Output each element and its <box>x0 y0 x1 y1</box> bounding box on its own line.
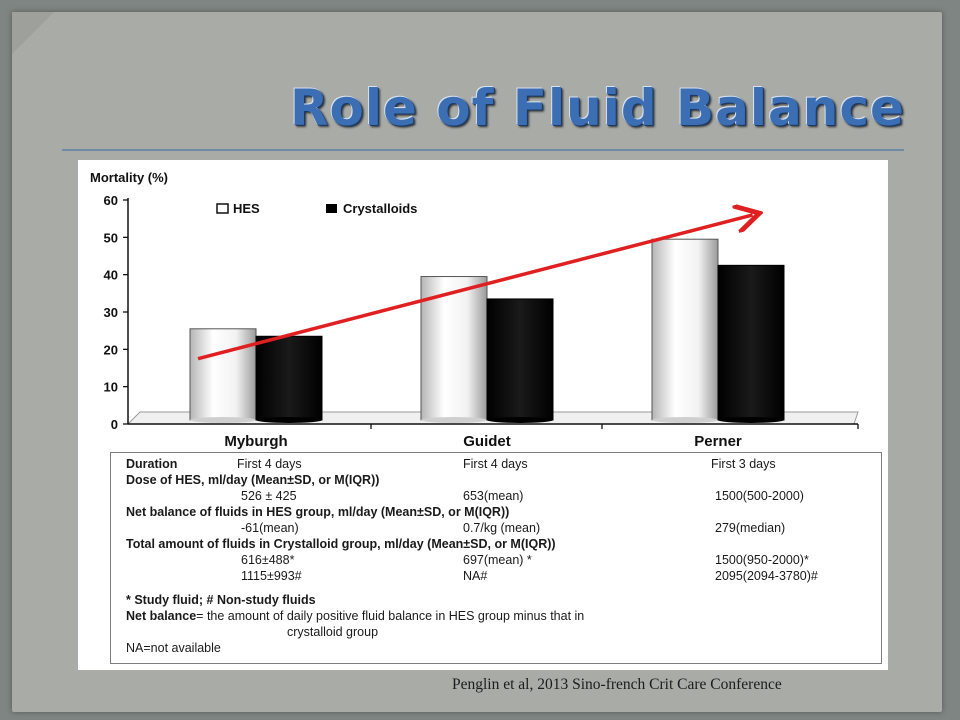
y-tick-label: 60 <box>104 193 118 208</box>
crystalloid-bar-base <box>487 417 553 423</box>
cell-hes-dose-guidet: 653(mean) <box>463 489 524 503</box>
x-category-label: Perner <box>694 433 742 450</box>
legend-crystalloid-swatch <box>326 204 337 213</box>
note-na: NA=not available <box>126 641 221 655</box>
row-label-duration: Duration <box>126 457 178 471</box>
cell-hes-dose-perner: 1500(500-2000) <box>715 489 804 503</box>
crystalloid-bar-base <box>718 417 784 423</box>
y-axis-title: Mortality (%) <box>90 170 168 185</box>
title-divider <box>62 149 904 151</box>
y-tick-label: 0 <box>111 417 118 432</box>
row-label-net-balance: Net balance of fluids in HES group, ml/d… <box>126 505 510 519</box>
slide-title: Role of Fluid Balance <box>290 79 905 137</box>
cell-crystalloid-study-guidet: 697(mean) * <box>463 553 532 567</box>
legend-crystalloid-label: Crystalloids <box>343 201 417 216</box>
x-category-label: Guidet <box>463 433 511 450</box>
source-citation: Penglin et al, 2013 Sino-french Crit Car… <box>452 676 782 693</box>
note-net-balance-definition: = the amount of daily positive fluid bal… <box>196 609 585 623</box>
y-tick-label: 20 <box>104 342 118 357</box>
y-tick-label: 40 <box>104 268 118 283</box>
crystalloid-bar-base <box>256 417 322 423</box>
crystalloid-bar <box>717 264 785 421</box>
cell-duration-guidet: First 4 days <box>463 457 528 471</box>
hes-bar-base <box>190 417 256 423</box>
cell-net-balance-myburgh: -61(mean) <box>241 521 299 535</box>
note-net-balance-term: Net balance <box>126 609 197 623</box>
mortality-bar-chart: Mortality (%) 0 10 20 30 40 50 60 Myburgh Guidet P… <box>90 170 859 450</box>
hes-bar <box>189 328 257 421</box>
row-label-crystalloid-total: Total amount of fluids in Crystalloid gr… <box>126 537 556 551</box>
cell-crystalloid-study-myburgh: 616±488* <box>241 553 295 567</box>
cell-crystalloid-nonstudy-perner: 2095(2094-3780)# <box>715 569 818 583</box>
cell-crystalloid-study-perner: 1500(950-2000)* <box>715 553 809 567</box>
y-tick-label: 10 <box>104 380 118 395</box>
cell-hes-dose-myburgh: 526 ± 425 <box>241 489 297 503</box>
x-category-label: Myburgh <box>224 433 287 450</box>
note-net-balance-cont: crystalloid group <box>287 625 379 639</box>
cell-net-balance-perner: 279(median) <box>715 521 786 535</box>
cell-crystalloid-nonstudy-myburgh: 1115±993# <box>241 569 302 583</box>
hes-bar-base <box>652 417 718 423</box>
row-label-hes-dose: Dose of HES, ml/day (Mean±SD, or M(IQR)) <box>126 473 380 487</box>
legend-hes-swatch <box>216 203 229 214</box>
crystalloid-bar <box>486 298 554 421</box>
figure-panel: Mortality (%) 0 10 20 30 40 50 60 Myburgh Guidet P… <box>78 160 888 670</box>
y-tick-label: 30 <box>104 305 118 320</box>
cell-crystalloid-nonstudy-guidet: NA# <box>463 569 488 583</box>
note-study-fluid: * Study fluid; # Non-study fluids <box>126 593 316 607</box>
cell-net-balance-guidet: 0.7/kg (mean) <box>463 521 541 535</box>
y-tick-label: 50 <box>104 230 118 245</box>
slide-corner-decoration <box>12 12 54 54</box>
cell-duration-perner: First 3 days <box>711 457 776 471</box>
legend-hes-label: HES <box>233 201 260 216</box>
note-net-balance: Net balance= the amount of daily positiv… <box>126 608 584 624</box>
crystalloid-bar <box>255 335 323 421</box>
trend-arrow <box>197 215 753 361</box>
hes-bar-base <box>421 417 487 423</box>
hes-bar <box>651 238 719 421</box>
study-details-table: Duration First 4 days First 4 days First… <box>110 452 882 664</box>
cell-duration-myburgh: First 4 days <box>237 457 302 471</box>
